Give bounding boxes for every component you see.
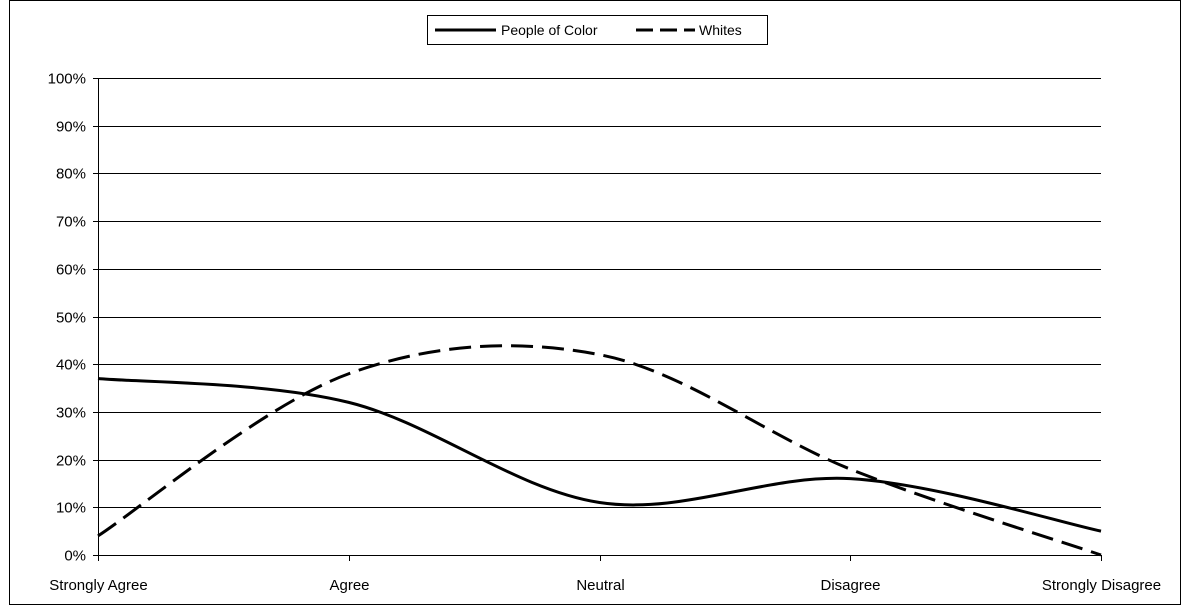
series-lines [97, 344, 1102, 557]
legend-label: People of Color [501, 22, 598, 38]
x-tick-label: Disagree [820, 577, 880, 594]
x-tick-label: Neutral [576, 577, 624, 594]
x-tick-label: Agree [329, 577, 369, 594]
y-tick-label: 90% [56, 119, 86, 136]
y-tick-label: 50% [56, 310, 86, 327]
axes [93, 78, 1102, 561]
series-line-whites [97, 344, 1102, 557]
x-axis-tick-labels: Strongly Agree Agree Neutral Disagree Strong… [49, 577, 1161, 594]
y-axis-tick-labels: 0% 10% 20% 30% 40% 50% 60% 70% 80% 90% 100% [48, 71, 86, 565]
y-tick-label: 80% [56, 166, 86, 183]
y-tick-label: 10% [56, 500, 86, 517]
legend: People of Color Whites [427, 15, 768, 45]
x-tick-label: Strongly Disagree [1042, 577, 1161, 594]
x-tick-label: Strongly Agree [49, 577, 147, 594]
y-tick-label: 40% [56, 357, 86, 374]
y-tick-label: 0% [64, 548, 86, 565]
chart-frame [9, 0, 1181, 605]
y-tick-label: 100% [48, 71, 86, 88]
y-tick-label: 30% [56, 405, 86, 422]
y-tick-label: 60% [56, 262, 86, 279]
y-tick-label: 20% [56, 453, 86, 470]
gridlines [98, 78, 1101, 508]
series-line-people-of-color [97, 377, 1102, 533]
legend-label: Whites [699, 22, 742, 38]
y-tick-label: 70% [56, 214, 86, 231]
